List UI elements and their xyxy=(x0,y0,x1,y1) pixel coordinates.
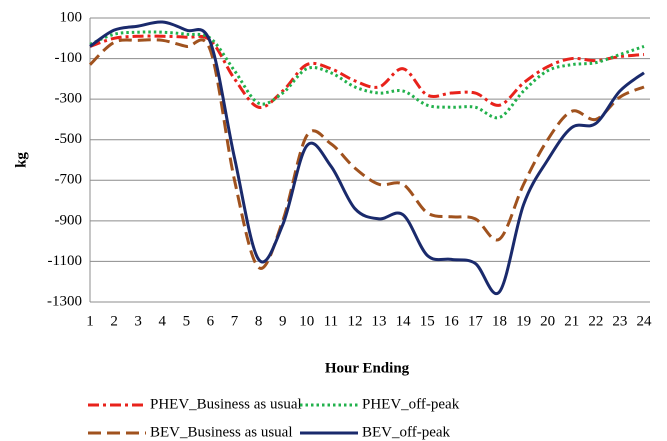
x-tick-label: 17 xyxy=(468,313,484,329)
x-tick-label: 12 xyxy=(347,313,362,329)
legend-label: PHEV_Business as usual xyxy=(150,396,302,412)
y-tick-label: -1100 xyxy=(48,253,82,269)
legend-label: BEV_Business as usual xyxy=(150,424,293,440)
x-tick-label: 18 xyxy=(492,313,507,329)
y-tick-label: -900 xyxy=(55,212,83,228)
x-tick-label: 16 xyxy=(444,313,460,329)
x-tick-label: 6 xyxy=(207,313,215,329)
x-tick-label: 15 xyxy=(420,313,435,329)
x-tick-label: 7 xyxy=(231,313,239,329)
legend-label: PHEV_off-peak xyxy=(362,396,460,412)
x-tick-label: 19 xyxy=(516,313,531,329)
x-axis-label: Hour Ending xyxy=(325,360,410,376)
x-tick-label: 8 xyxy=(255,313,263,329)
y-axis-label: kg xyxy=(13,152,29,168)
x-tick-label: 3 xyxy=(134,313,142,329)
x-tick-label: 1 xyxy=(86,313,94,329)
y-tick-label: -300 xyxy=(55,91,83,107)
line-series xyxy=(88,38,645,270)
x-tick-label: 11 xyxy=(324,313,338,329)
y-tick-label: -100 xyxy=(55,50,83,66)
x-tick-label: 20 xyxy=(540,313,555,329)
line-series xyxy=(89,34,645,109)
y-tick-label: 100 xyxy=(60,9,83,25)
x-tick-label: 21 xyxy=(564,313,579,329)
y-tick-label: -500 xyxy=(55,131,83,147)
x-tick-label: 10 xyxy=(299,313,314,329)
x-tick-label: 22 xyxy=(588,313,603,329)
x-tick-label: 4 xyxy=(159,313,167,329)
x-tick-label: 9 xyxy=(279,313,287,329)
x-tick-label: 2 xyxy=(110,313,118,329)
x-tick-label: 13 xyxy=(372,313,387,329)
legend-label: BEV_off-peak xyxy=(362,424,451,440)
x-tick-label: 23 xyxy=(612,313,627,329)
x-tick-label: 5 xyxy=(183,313,191,329)
y-tick-label: -1300 xyxy=(47,293,82,309)
line-series xyxy=(89,20,645,296)
y-tick-label: -700 xyxy=(55,172,83,188)
x-tick-label: 24 xyxy=(637,313,653,329)
x-tick-label: 14 xyxy=(396,313,412,329)
line-series xyxy=(89,30,645,120)
